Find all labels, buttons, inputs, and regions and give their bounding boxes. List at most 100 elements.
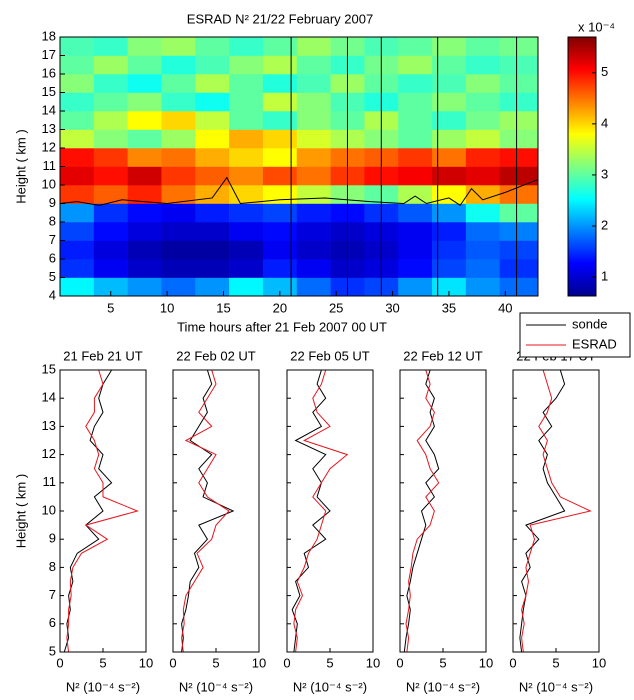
y-axis-label: Height ( km ) [13,129,28,203]
heat-cell [93,240,128,260]
x-tick-label: 0 [396,655,403,670]
heat-cell [93,37,128,56]
y-tick-label: 12 [42,139,56,154]
x-tick-label: 5 [212,655,219,670]
heat-cell [127,148,162,167]
y-tick-label: 10 [42,176,56,191]
y-tick-label: 4 [49,287,56,302]
y-tick-label: 15 [42,361,56,376]
heat-cell [499,74,539,93]
heat-cell [127,111,162,130]
heat-cell [398,185,433,204]
heat-cell [127,55,162,75]
heat-cell [93,222,128,241]
heat-cell [93,277,128,297]
tropopause-line [59,176,539,207]
heat-cell [93,111,128,130]
x-tick-label: 10 [252,655,266,670]
heat-cell [60,259,95,278]
profile-line [519,369,566,653]
heat-cell [465,148,500,167]
heat-cell [229,222,264,241]
heat-cell [60,222,95,241]
heat-cell [161,259,196,278]
colorbar-tick-label: 5 [601,64,608,79]
x-tick-label: 5 [99,655,106,670]
heat-cell [296,222,331,241]
heat-cell [127,92,162,112]
chart-title: ESRAD N² 21/22 February 2007 [187,11,373,26]
heat-cell [161,277,196,297]
y-tick-label: 14 [42,390,56,405]
heat-cell [229,240,264,260]
heat-cell [465,259,500,278]
heat-cell [465,185,500,204]
heat-cell [229,74,264,93]
y-tick-label: 13 [42,418,56,433]
x-axis-label: N² (10⁻⁴ s⁻²) [406,679,480,694]
heat-cell [93,55,128,75]
colorbar-tick-label: 4 [601,115,608,130]
x-tick-label: 0 [56,655,63,670]
heat-cell [60,37,95,56]
heat-cell [398,148,433,167]
plot-frame [399,369,487,653]
y-tick-label: 15 [42,84,56,99]
heat-cell [195,185,230,204]
heat-cell [127,129,162,149]
heat-cell [262,74,298,93]
profile-line [521,369,592,653]
panel-title: 21 Feb 21 UT [63,348,143,363]
heat-cell [398,240,433,260]
heat-cell [195,55,230,75]
heat-cell [161,222,196,241]
heat-cell [229,37,264,56]
heat-cell [499,37,539,56]
heat-cell [262,203,298,223]
heat-cell [93,203,128,223]
heat-cell [195,166,230,186]
heat-cell [499,111,539,130]
heat-cell [465,37,500,56]
x-tick-label: 10 [160,300,174,315]
x-axis-label: N² (10⁻⁴ s⁻²) [179,679,253,694]
colorbar-label: x 10⁻⁴ [578,19,615,34]
heat-cell [262,166,298,186]
profile-line [403,369,440,653]
heat-cell [432,55,467,75]
heat-cell [398,55,433,75]
heat-cell [296,148,331,167]
x-tick-label: 15 [216,300,230,315]
y-tick-label: 18 [42,28,56,43]
heat-cell [229,55,264,75]
colorbar-tick-label: 3 [601,166,608,181]
heat-cell [465,203,500,223]
heat-cell [262,55,298,75]
y-tick-label: 10 [42,502,56,517]
heat-cell [262,92,298,112]
heat-cell [93,185,128,204]
x-tick-label: 0 [283,655,290,670]
colorbar [567,36,597,297]
x-tick-label: 10 [139,655,153,670]
heat-cell [195,259,230,278]
heat-cell [432,37,467,56]
heat-cell [161,148,196,167]
heat-cell [262,37,298,56]
heat-cell [195,203,230,223]
x-tick-label: 30 [385,300,399,315]
colorbar-tick-label: 2 [601,217,608,232]
heat-cell [195,129,230,149]
heat-cell [161,203,196,223]
heat-cell [262,259,298,278]
heat-cell [398,92,433,112]
heat-cell [432,92,467,112]
y-tick-label: 17 [42,47,56,62]
panel-title: 22 Feb 02 UT [176,348,256,363]
heat-cell [127,259,162,278]
heat-cell [93,92,128,112]
heat-cell [229,129,264,149]
heat-cell [93,74,128,93]
profile-line [405,369,440,653]
heat-cell [465,55,500,75]
